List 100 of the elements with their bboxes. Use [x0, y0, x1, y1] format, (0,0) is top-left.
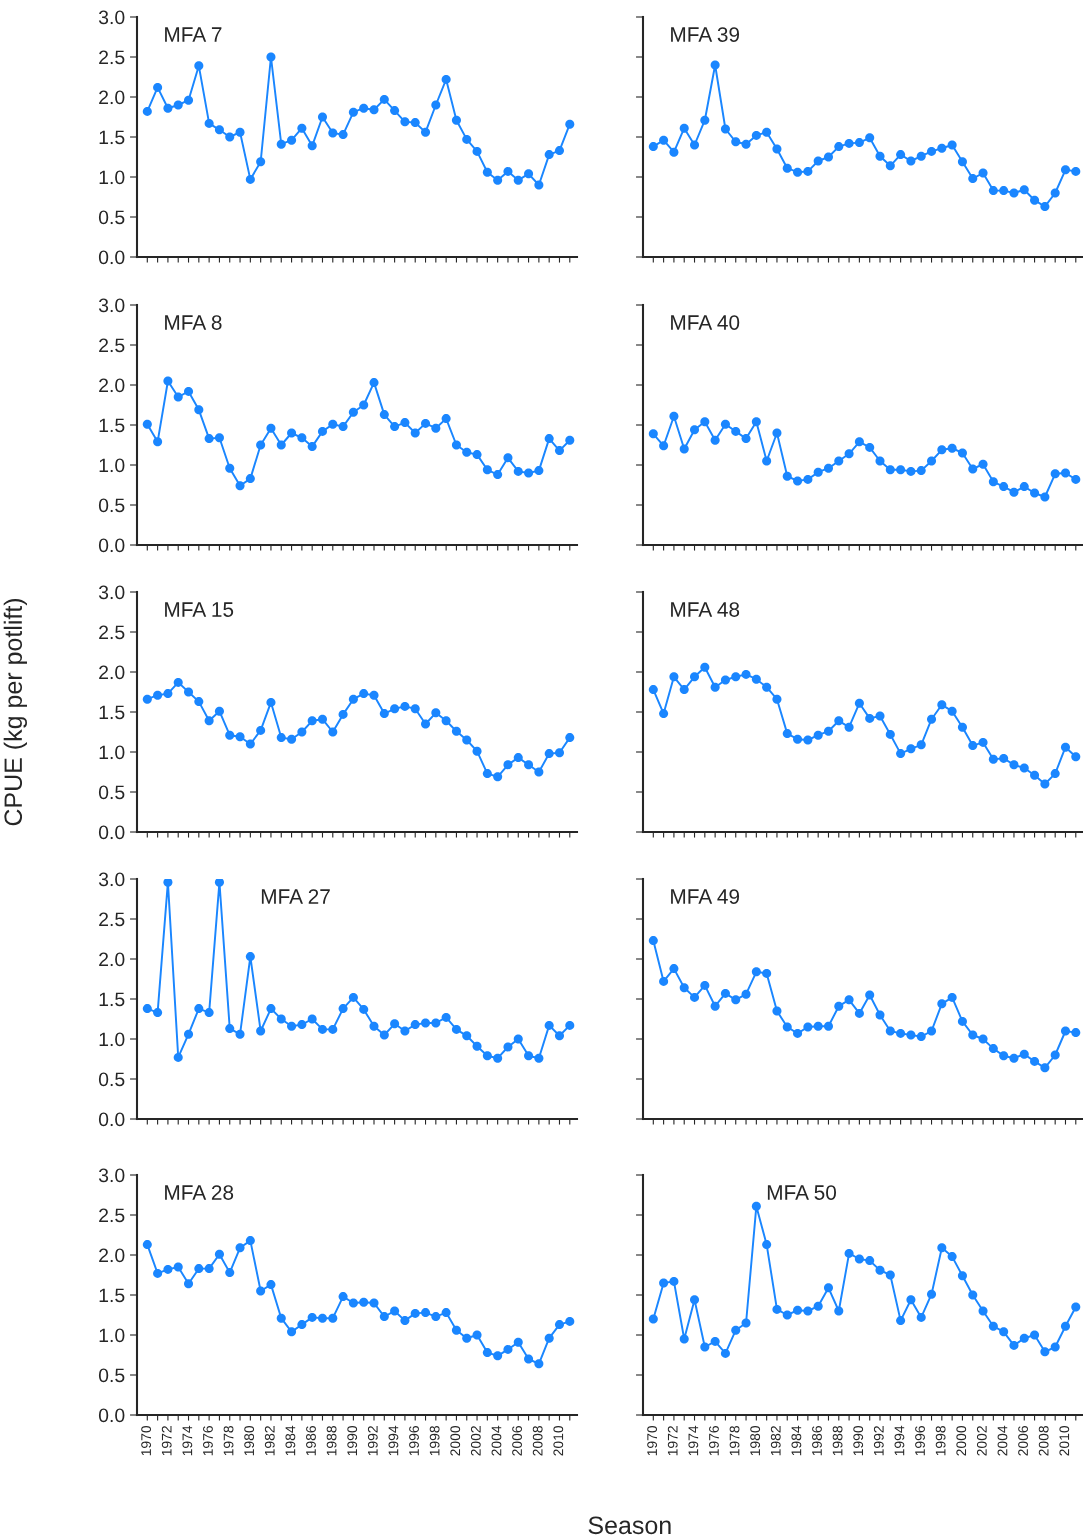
- point: [659, 135, 669, 145]
- point: [266, 1280, 276, 1290]
- point: [999, 1051, 1009, 1061]
- point: [390, 106, 400, 116]
- point: [1040, 202, 1050, 212]
- point: [813, 156, 823, 166]
- chart-title: MFA 39: [671, 27, 740, 42]
- point: [245, 174, 255, 184]
- point: [690, 1295, 700, 1305]
- point: [875, 1010, 885, 1020]
- point: [565, 1316, 575, 1326]
- point: [503, 1344, 513, 1354]
- y-tick-label: 3.0: [98, 872, 125, 887]
- x-tick-label: 1982: [770, 1426, 781, 1456]
- point: [885, 161, 895, 171]
- point: [245, 1236, 255, 1246]
- x-tick-label: 1998: [429, 1426, 440, 1456]
- point: [690, 672, 700, 682]
- point: [823, 463, 833, 473]
- point: [184, 95, 194, 105]
- point: [1040, 779, 1050, 789]
- point: [813, 1301, 823, 1311]
- point: [204, 716, 214, 726]
- point: [906, 744, 916, 754]
- x-tick-label: 2000: [956, 1425, 967, 1456]
- point: [287, 1327, 297, 1337]
- point: [854, 698, 864, 708]
- point: [266, 697, 276, 707]
- point: [441, 414, 451, 424]
- y-tick-label: 2.5: [99, 625, 125, 640]
- point: [235, 1243, 245, 1253]
- point: [700, 662, 710, 672]
- point: [896, 465, 906, 475]
- point: [720, 419, 730, 429]
- point: [173, 1262, 183, 1272]
- y-tick-label: 0.0: [98, 1112, 125, 1127]
- point: [1009, 1053, 1019, 1063]
- x-tick-label: 1978: [223, 1426, 234, 1456]
- point: [142, 419, 152, 429]
- point: [710, 682, 720, 692]
- point: [834, 142, 844, 152]
- point: [513, 175, 523, 185]
- point: [1050, 469, 1060, 479]
- point: [400, 1026, 410, 1036]
- chart-title: MFA 50: [767, 1185, 837, 1200]
- point: [947, 443, 957, 453]
- point: [1019, 1333, 1029, 1343]
- point: [493, 1053, 503, 1063]
- point: [462, 134, 472, 144]
- point: [999, 186, 1009, 196]
- point: [793, 734, 803, 744]
- y-tick-label: 2.5: [99, 50, 125, 65]
- point: [503, 166, 513, 176]
- point: [700, 417, 710, 427]
- point: [813, 730, 823, 740]
- point: [472, 146, 482, 156]
- point: [1030, 1056, 1040, 1066]
- chart-title: MFA 28: [165, 1185, 234, 1200]
- point: [379, 1030, 389, 1040]
- y-tick-label: 1.5: [99, 705, 125, 720]
- point: [916, 151, 926, 161]
- point: [854, 1008, 864, 1018]
- point: [803, 474, 813, 484]
- point: [214, 125, 224, 135]
- point: [369, 105, 379, 115]
- point: [390, 704, 400, 714]
- point: [390, 1019, 400, 1029]
- point: [421, 1018, 431, 1028]
- x-tick-label: 1996: [409, 1426, 419, 1456]
- point: [328, 419, 338, 429]
- point: [937, 143, 947, 153]
- point: [803, 1306, 813, 1316]
- x-tick-label: 1984: [791, 1425, 802, 1456]
- point: [793, 1305, 803, 1315]
- y-tick-label: 2.5: [99, 1208, 125, 1223]
- chart-title: MFA 40: [671, 315, 740, 330]
- point: [957, 1271, 967, 1281]
- chart-title: MFA 49: [671, 889, 740, 904]
- point: [999, 482, 1009, 492]
- point: [214, 1249, 224, 1259]
- point: [720, 988, 730, 998]
- y-tick-label: 3.0: [98, 1168, 125, 1183]
- point: [317, 426, 327, 436]
- y-tick-label: 0.5: [98, 1072, 125, 1087]
- point: [1009, 1340, 1019, 1350]
- point: [751, 1201, 761, 1211]
- point: [524, 760, 534, 770]
- point: [731, 426, 741, 436]
- point: [482, 1348, 492, 1358]
- point: [659, 1278, 669, 1288]
- point: [978, 168, 988, 178]
- point: [679, 983, 689, 993]
- point: [648, 685, 658, 695]
- point: [700, 115, 710, 125]
- point: [194, 405, 204, 415]
- point: [287, 1021, 297, 1031]
- point: [834, 456, 844, 466]
- point: [1050, 1050, 1060, 1060]
- point: [772, 144, 782, 154]
- point: [307, 716, 317, 726]
